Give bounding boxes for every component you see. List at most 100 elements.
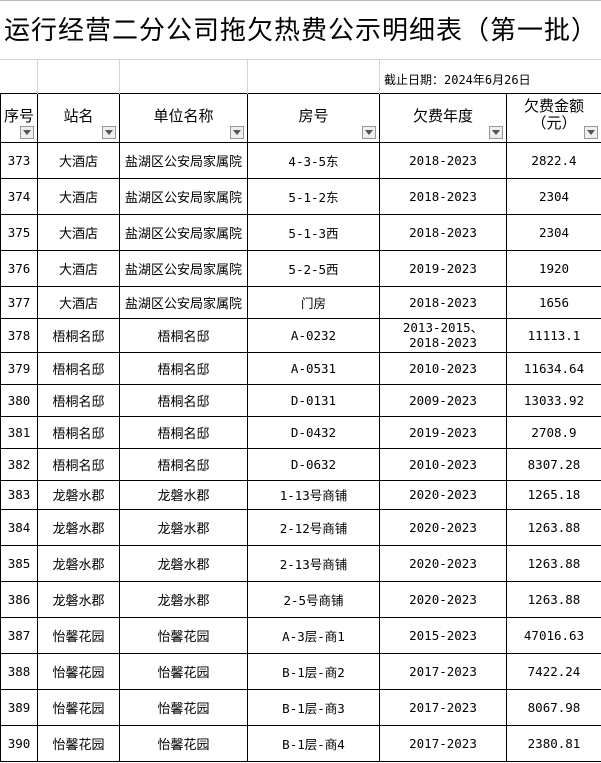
cell-col-room[interactable]: 2-13号商铺 [247,544,380,582]
cell-col-room[interactable]: B-1层-商2 [247,652,380,690]
cell-col-unit[interactable]: 盐湖区公安局家属院 [119,177,248,215]
cell-col-station[interactable]: 怡馨花园 [37,688,120,726]
cell-col-unit[interactable]: 盐湖区公安局家属院 [119,285,248,319]
cell-col-room[interactable]: 5-1-2东 [247,177,380,215]
cell-col-year[interactable]: 2015-2023 [379,616,507,654]
cell-col-station[interactable]: 怡馨花园 [37,652,120,690]
cell-col-amount[interactable]: 8067.98 [505,688,601,726]
cell-col-unit[interactable]: 梧桐名邸 [119,383,248,417]
cell-col-amount[interactable]: 1263.88 [505,580,601,618]
cell-col-serial[interactable]: 382 [0,447,38,481]
cell-col-unit[interactable]: 龙磐水郡 [119,544,248,582]
cell-col-unit[interactable]: 盐湖区公安局家属院 [119,213,248,251]
cell-col-serial[interactable]: 380 [0,383,38,417]
cell-col-unit[interactable]: 怡馨花园 [119,616,248,654]
cell-col-serial[interactable]: 384 [0,508,38,546]
cell-col-room[interactable]: D-0131 [247,383,380,417]
filter-dropdown-icon[interactable] [489,125,503,139]
cell-col-station[interactable]: 龙磐水郡 [37,580,120,618]
cell-col-year[interactable]: 2020-2023 [379,508,507,546]
cell-col-serial[interactable]: 379 [0,351,38,385]
cell-col-unit[interactable]: 怡馨花园 [119,688,248,726]
cell-col-room[interactable]: 1-13号商铺 [247,479,380,510]
cell-col-station[interactable]: 大酒店 [37,177,120,215]
cell-col-serial[interactable]: 376 [0,249,38,287]
cell-col-room[interactable]: D-0432 [247,415,380,449]
cell-col-year[interactable]: 2019-2023 [379,249,507,287]
cell-col-amount[interactable]: 11634.64 [505,351,601,385]
cell-col-amount[interactable]: 2304 [505,177,601,215]
cell-col-unit[interactable]: 梧桐名邸 [119,351,248,385]
cell-col-room[interactable]: 5-2-5西 [247,249,380,287]
cell-col-room[interactable]: D-0632 [247,447,380,481]
cell-col-room[interactable]: 2-5号商铺 [247,580,380,618]
cell-col-room[interactable]: 5-1-3西 [247,213,380,251]
cell-col-room[interactable]: 4-3-5东 [247,141,380,179]
cell-col-station[interactable]: 梧桐名邸 [37,415,120,449]
cell-col-year[interactable]: 2018-2023 [379,285,507,319]
cell-col-room[interactable]: 门房 [247,285,380,319]
cell-col-year[interactable]: 2010-2023 [379,351,507,385]
cell-col-station[interactable]: 梧桐名邸 [37,351,120,385]
cell-col-amount[interactable]: 1265.18 [505,479,601,510]
cell-col-room[interactable]: B-1层-商4 [247,724,380,762]
cell-col-room[interactable]: 2-12号商铺 [247,508,380,546]
cell-col-serial[interactable]: 385 [0,544,38,582]
cell-col-unit[interactable]: 盐湖区公安局家属院 [119,249,248,287]
cell-col-amount[interactable]: 2304 [505,213,601,251]
cell-col-amount[interactable]: 1920 [505,249,601,287]
cell-col-room[interactable]: A-0531 [247,351,380,385]
cell-col-serial[interactable]: 390 [0,724,38,762]
cell-col-serial[interactable]: 375 [0,213,38,251]
cell-col-amount[interactable]: 1263.88 [505,508,601,546]
cell-col-station[interactable]: 梧桐名邸 [37,317,120,353]
cell-col-amount[interactable]: 7422.24 [505,652,601,690]
cell-col-year[interactable]: 2018-2023 [379,213,507,251]
filter-dropdown-icon[interactable] [102,125,116,139]
cell-col-station[interactable]: 怡馨花园 [37,724,120,762]
cell-col-year[interactable]: 2018-2023 [379,177,507,215]
cell-col-unit[interactable]: 梧桐名邸 [119,415,248,449]
cell-col-station[interactable]: 大酒店 [37,213,120,251]
cell-col-amount[interactable]: 1263.88 [505,544,601,582]
cell-col-year[interactable]: 2009-2023 [379,383,507,417]
cell-col-room[interactable]: A-0232 [247,317,380,353]
cell-col-amount[interactable]: 11113.1 [505,317,601,353]
cell-col-unit[interactable]: 龙磐水郡 [119,508,248,546]
cell-col-room[interactable]: B-1层-商3 [247,688,380,726]
cell[interactable] [119,60,248,93]
cell-col-station[interactable]: 梧桐名邸 [37,447,120,481]
cell[interactable] [247,60,380,93]
cell-col-amount[interactable]: 1656 [505,285,601,319]
cell-col-station[interactable]: 大酒店 [37,285,120,319]
cell-col-unit[interactable]: 怡馨花园 [119,652,248,690]
cell-col-station[interactable]: 梧桐名邸 [37,383,120,417]
cell[interactable] [37,60,120,93]
cell-col-serial[interactable]: 373 [0,141,38,179]
cell-col-station[interactable]: 大酒店 [37,249,120,287]
cell-col-amount[interactable]: 13033.92 [505,383,601,417]
cell[interactable] [0,60,38,93]
cell-col-serial[interactable]: 389 [0,688,38,726]
cell-col-year[interactable]: 2010-2023 [379,447,507,481]
cell-col-year[interactable]: 2017-2023 [379,652,507,690]
cell-col-amount[interactable]: 8307.28 [505,447,601,481]
cell-col-unit[interactable]: 龙磐水郡 [119,479,248,510]
cell-col-serial[interactable]: 378 [0,317,38,353]
cell-col-amount[interactable]: 2708.9 [505,415,601,449]
cell-col-amount[interactable]: 2380.81 [505,724,601,762]
cell-col-serial[interactable]: 386 [0,580,38,618]
cell-col-station[interactable]: 龙磐水郡 [37,479,120,510]
cell-col-year[interactable]: 2020-2023 [379,479,507,510]
cell-col-unit[interactable]: 盐湖区公安局家属院 [119,141,248,179]
cell-col-year[interactable]: 2013-2015、2018-2023 [379,317,507,353]
cell-col-unit[interactable]: 梧桐名邸 [119,447,248,481]
cell-col-serial[interactable]: 387 [0,616,38,654]
cell-col-year[interactable]: 2020-2023 [379,544,507,582]
cell-col-serial[interactable]: 383 [0,479,38,510]
cell-col-amount[interactable]: 2822.4 [505,141,601,179]
cell-col-station[interactable]: 龙磐水郡 [37,508,120,546]
cell-col-year[interactable]: 2020-2023 [379,580,507,618]
cell-col-station[interactable]: 龙磐水郡 [37,544,120,582]
cell-col-year[interactable]: 2019-2023 [379,415,507,449]
